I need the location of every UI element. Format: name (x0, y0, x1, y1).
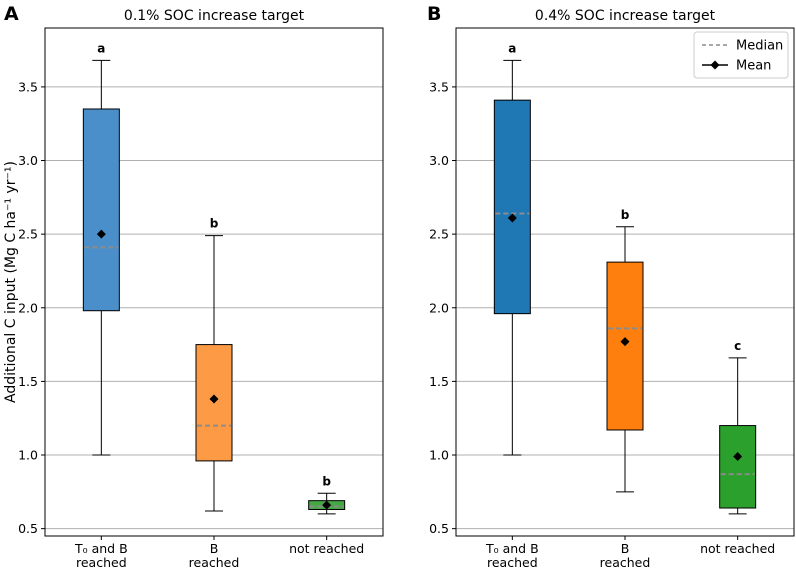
x-tick-label-line2: reached (189, 555, 240, 568)
y-tick-label: 1.0 (18, 448, 38, 463)
x-tick-label: T₀ and B (485, 541, 539, 556)
mean-marker (620, 337, 630, 347)
x-tick-label-line2: reached (76, 555, 127, 568)
legend-median-label: Median (736, 39, 783, 54)
mean-marker (507, 213, 517, 223)
mean-marker (96, 229, 106, 239)
panel-letter: A (4, 3, 19, 25)
y-axis-label: Additional C input (Mg C ha⁻¹ yr⁻¹) (3, 161, 19, 403)
significance-letter: c (734, 339, 741, 353)
y-tick-label: 3.5 (429, 79, 449, 94)
significance-letter: a (97, 41, 105, 55)
x-tick-label: not reached (700, 541, 775, 556)
panel-b: 0.5 1.0 1.5 2.0 2.5 3.0 3.5 B 0.4% SOC increase … (427, 3, 795, 570)
y-tick-label: 1.0 (429, 448, 449, 463)
mean-marker (209, 394, 219, 404)
x-tick-label-line2: reached (487, 555, 538, 568)
significance-letter: b (210, 217, 219, 231)
y-tick-label: 0.5 (18, 521, 38, 536)
y-tick-label: 2.5 (429, 227, 449, 242)
y-tick-label: 3.0 (18, 153, 38, 168)
y-tick-label: 1.5 (429, 374, 449, 389)
x-tick-label: B (210, 541, 219, 556)
mean-marker (733, 451, 743, 461)
y-tick-label: 2.0 (429, 300, 449, 315)
x-tick-label: not reached (289, 541, 364, 556)
box-3: c not reached (700, 339, 775, 556)
x-tick-label: T₀ and B (74, 541, 128, 556)
x-tick-label-line2: reached (600, 555, 651, 568)
y-tick-label: 2.5 (18, 227, 38, 242)
chart-title: 0.4% SOC increase target (535, 8, 716, 24)
legend: Median Mean (693, 31, 789, 79)
y-tick-label: 0.5 (429, 521, 449, 536)
y-tick-label: 1.5 (18, 374, 38, 389)
panel-a: 0.5 1.0 1.5 2.0 2.5 3.0 3.5 A 0.1% SOC increase … (3, 3, 384, 570)
legend-mean-marker (710, 60, 720, 70)
panel-letter: B (427, 3, 441, 25)
significance-letter: a (508, 41, 516, 55)
iqr-box (82, 108, 120, 312)
iqr-box (493, 99, 531, 315)
significance-letter: b (322, 474, 331, 488)
legend-mean-label: Mean (736, 59, 771, 74)
y-tick-label: 3.0 (429, 153, 449, 168)
y-tick-label: 2.0 (18, 300, 38, 315)
x-tick-label: B (621, 541, 630, 556)
mean-marker (322, 500, 332, 510)
box-3: b not reached (289, 474, 364, 556)
y-tick-label: 3.5 (18, 79, 38, 94)
significance-letter: b (621, 208, 630, 222)
chart-title: 0.1% SOC increase target (124, 8, 305, 24)
iqr-box (719, 425, 757, 509)
